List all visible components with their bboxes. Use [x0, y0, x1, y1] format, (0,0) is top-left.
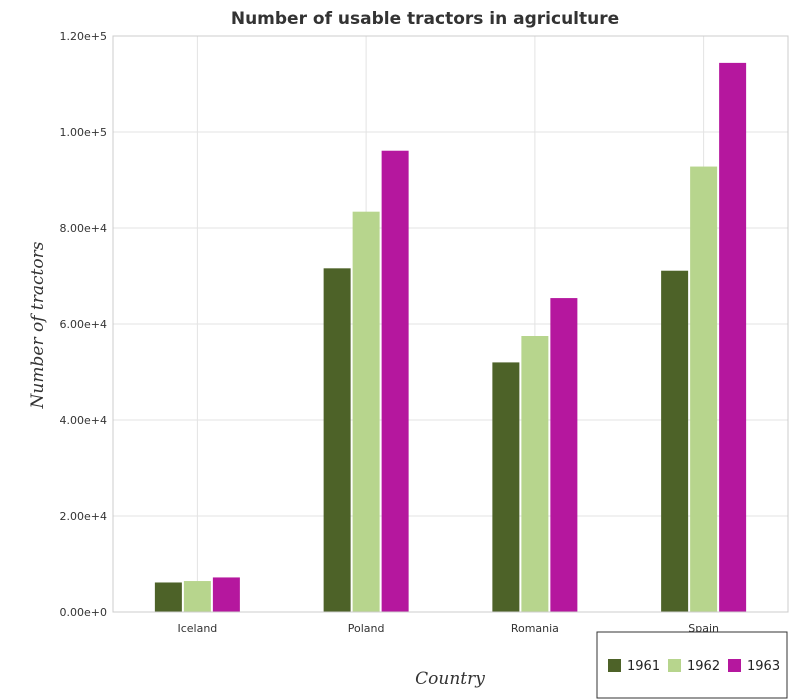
y-axis-label: Number of tractors	[28, 241, 48, 409]
bar-iceland-1961	[154, 582, 182, 612]
bar-poland-1963	[381, 150, 409, 612]
y-tick-label: 1.20e+5	[60, 30, 107, 43]
x-tick-label: Poland	[348, 622, 385, 635]
plot-frame	[112, 35, 789, 613]
chart-title: Number of usable tractors in agriculture	[231, 9, 619, 29]
y-tick-label: 4.00e+4	[60, 414, 107, 427]
bar-spain-1963	[719, 62, 747, 612]
bar-romania-1961	[492, 362, 520, 612]
x-axis-label: Country	[415, 669, 485, 689]
x-tick-label: Romania	[511, 622, 559, 635]
legend-swatch	[608, 659, 621, 672]
bar-spain-1962	[690, 166, 718, 612]
bar-romania-1962	[521, 336, 549, 612]
legend-label: 1961	[627, 659, 660, 674]
legend-label: 1962	[687, 659, 720, 674]
bar-poland-1962	[352, 211, 380, 612]
y-tick-label: 2.00e+4	[60, 510, 107, 523]
bar-iceland-1963	[212, 577, 240, 612]
y-tick-label: 6.00e+4	[60, 318, 107, 331]
x-tick-label: Iceland	[177, 622, 217, 635]
y-tick-label: 1.00e+5	[60, 126, 107, 139]
y-tick-label: 8.00e+4	[60, 222, 107, 235]
y-tick-label: 0.00e+0	[60, 606, 107, 619]
legend-box	[596, 631, 788, 699]
bar-romania-1963	[550, 298, 578, 612]
legend-label: 1963	[747, 659, 780, 674]
legend-swatch	[728, 659, 741, 672]
bar-poland-1961	[323, 268, 351, 612]
bar-spain-1961	[661, 270, 689, 612]
legend-swatch	[668, 659, 681, 672]
bars	[154, 62, 747, 612]
legend: 1961 1962 1963	[596, 631, 788, 699]
y-axis-ticks: 0.00e+0 2.00e+4 4.00e+4 6.00e+4 8.00e+4 1.00e…	[60, 30, 107, 619]
bar-iceland-1962	[183, 581, 211, 612]
